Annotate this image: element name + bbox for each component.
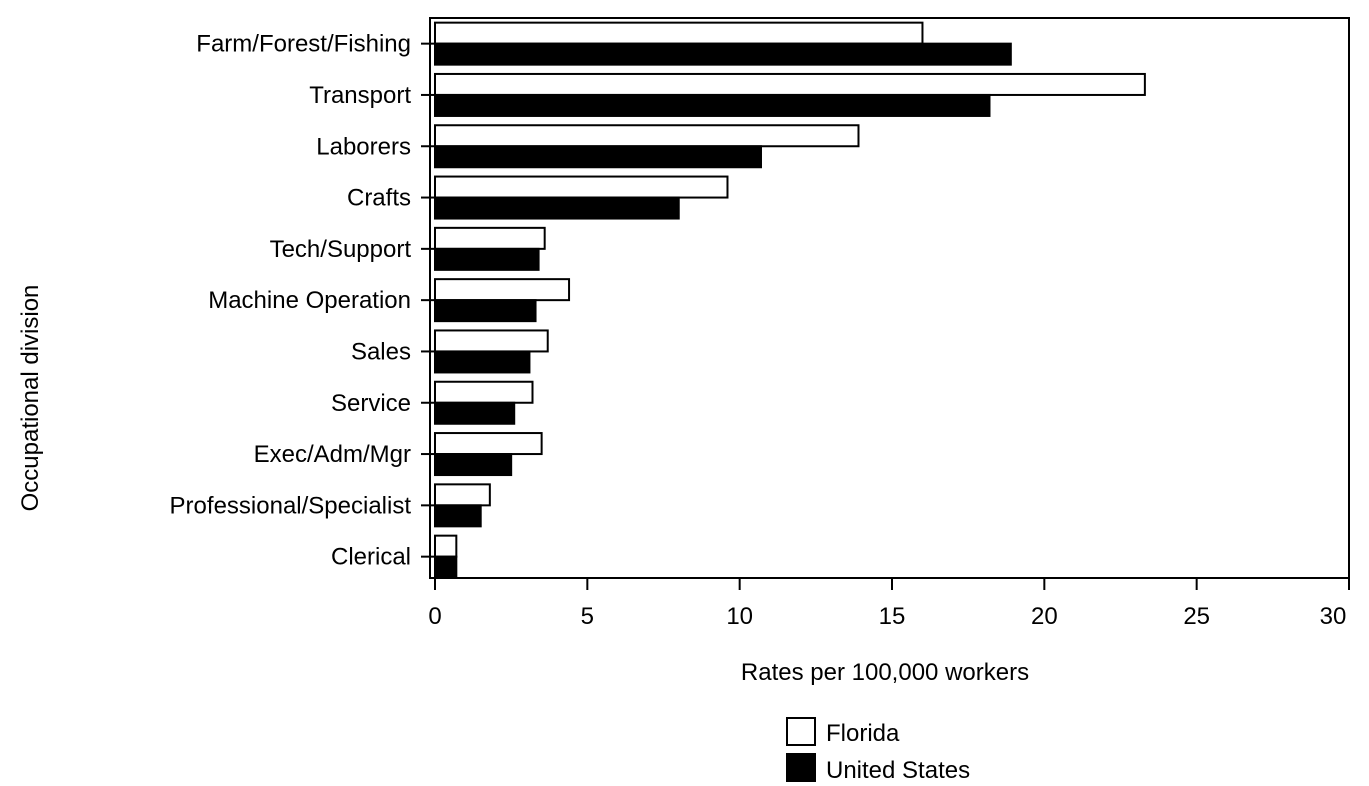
x-axis-title: Rates per 100,000 workers (741, 659, 1029, 686)
bar-united-states-farm-forest-fishing (434, 42, 1012, 66)
category-label-farm-forest-fishing: Farm/Forest/Fishing (196, 31, 411, 58)
x-tick-label-20: 20 (1031, 603, 1058, 630)
x-tick-label-0: 0 (428, 603, 441, 630)
category-label-exec-adm-mgr: Exec/Adm/Mgr (254, 441, 411, 468)
category-label-laborers: Laborers (316, 133, 411, 160)
x-tick-label-30: 30 (1320, 603, 1347, 630)
legend-label-united-states: United States (826, 757, 970, 784)
bar-united-states-exec-adm-mgr (434, 453, 513, 477)
category-label-machine-operation: Machine Operation (208, 287, 411, 314)
legend-swatch-united-states (786, 753, 816, 782)
category-label-sales: Sales (351, 338, 411, 365)
bar-florida-farm-forest-fishing (434, 21, 924, 45)
bar-florida-crafts (434, 175, 729, 199)
bar-florida-machine-operation (434, 278, 571, 302)
bar-united-states-transport (434, 93, 991, 117)
category-label-transport: Transport (309, 82, 411, 109)
category-label-professional-specialist: Professional/Specialist (170, 492, 412, 519)
legend: Florida United States (786, 717, 970, 784)
category-label-service: Service (331, 390, 411, 417)
bar-florida-clerical (434, 534, 458, 558)
bar-florida-laborers (434, 124, 860, 148)
bar-florida-professional-specialist (434, 483, 491, 507)
category-label-clerical: Clerical (331, 544, 411, 571)
legend-swatch-florida (786, 717, 816, 746)
bars (434, 21, 1146, 579)
bar-united-states-machine-operation (434, 299, 537, 323)
bar-united-states-service (434, 401, 516, 425)
bar-united-states-laborers (434, 145, 762, 169)
category-label-crafts: Crafts (347, 185, 411, 212)
x-tick-label-25: 25 (1183, 603, 1210, 630)
category-label-tech-support: Tech/Support (270, 236, 412, 263)
y-axis-title: Occupational division (17, 285, 44, 512)
bar-florida-sales (434, 329, 549, 353)
bar-united-states-crafts (434, 196, 680, 220)
bar-florida-tech-support (434, 226, 546, 250)
bar-florida-exec-adm-mgr (434, 432, 543, 456)
x-tick-label-5: 5 (581, 603, 594, 630)
x-tick-label-10: 10 (726, 603, 753, 630)
bar-united-states-tech-support (434, 247, 540, 271)
bar-florida-transport (434, 72, 1146, 96)
bar-united-states-clerical (434, 555, 458, 579)
x-axis-ticks: 0 5 10 15 20 25 30 (428, 578, 1350, 630)
category-labels: Farm/Forest/Fishing Transport Laborers Craf… (170, 31, 435, 571)
bar-united-states-professional-specialist (434, 504, 482, 528)
plot-frame (429, 17, 1350, 579)
x-tick-label-15: 15 (879, 603, 906, 630)
bar-united-states-sales (434, 350, 531, 374)
legend-label-florida: Florida (826, 720, 900, 747)
bar-florida-service (434, 380, 534, 404)
